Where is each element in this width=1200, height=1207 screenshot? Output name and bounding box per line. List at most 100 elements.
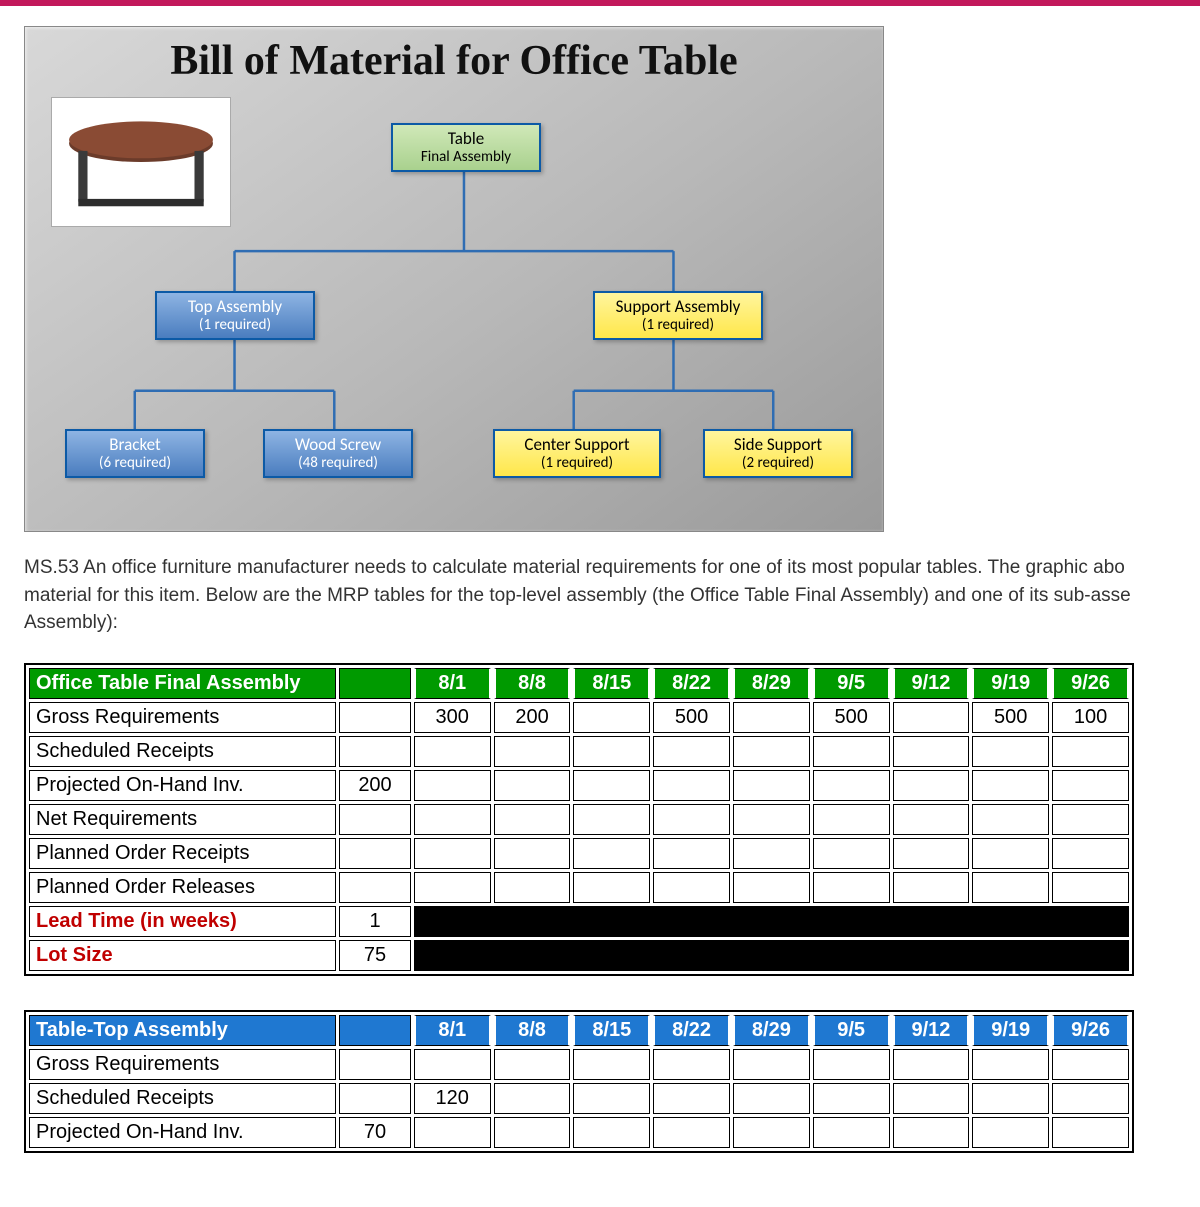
data-cell xyxy=(733,872,810,903)
table-row: Gross Requirements xyxy=(29,1049,1129,1080)
mrp-table-1: Office Table Final Assembly 8/18/88/158/… xyxy=(24,663,1134,976)
data-cell xyxy=(893,872,970,903)
data-cell xyxy=(733,770,810,801)
data-cell xyxy=(573,1083,650,1114)
mrp-table-2-wrap: Table-Top Assembly 8/18/88/158/228/299/5… xyxy=(24,1010,1176,1153)
mrp-table-1-wrap: Office Table Final Assembly 8/18/88/158/… xyxy=(24,663,1176,976)
data-cell: 100 xyxy=(1052,702,1129,733)
initial-value xyxy=(339,1083,411,1114)
data-cell xyxy=(1052,838,1129,869)
node-support-assembly: Support Assembly (1 required) xyxy=(593,291,763,340)
date-header: 8/29 xyxy=(733,1015,810,1046)
initial-value xyxy=(339,1049,411,1080)
data-cell: 300 xyxy=(414,702,491,733)
row-label: Planned Order Receipts xyxy=(29,838,336,869)
data-cell xyxy=(494,838,571,869)
data-cell xyxy=(1052,770,1129,801)
mrp-table-1-body: Gross Requirements300200500500500100Sche… xyxy=(29,702,1129,971)
black-cell xyxy=(414,906,1129,937)
initial-col-header xyxy=(339,668,411,699)
data-cell xyxy=(653,770,730,801)
node-label: Center Support xyxy=(524,434,629,455)
data-cell xyxy=(414,1049,491,1080)
date-header: 9/12 xyxy=(893,1015,970,1046)
data-cell xyxy=(573,736,650,767)
row-label: Gross Requirements xyxy=(29,1049,336,1080)
table-row: Lot Size75 xyxy=(29,940,1129,971)
data-cell xyxy=(573,804,650,835)
data-cell xyxy=(653,804,730,835)
node-label: Wood Screw xyxy=(295,434,381,455)
data-cell: 500 xyxy=(972,702,1049,733)
data-cell xyxy=(893,804,970,835)
data-cell xyxy=(1052,872,1129,903)
data-cell xyxy=(1052,1117,1129,1148)
data-cell xyxy=(972,804,1049,835)
table-row: Lead Time (in weeks)1 xyxy=(29,906,1129,937)
row-label: Lot Size xyxy=(29,940,336,971)
node-top-assembly: Top Assembly (1 required) xyxy=(155,291,315,340)
data-cell xyxy=(573,872,650,903)
initial-value xyxy=(339,702,411,733)
table-row: Scheduled Receipts120 xyxy=(29,1083,1129,1114)
date-header: 9/5 xyxy=(813,1015,890,1046)
data-cell xyxy=(733,838,810,869)
data-cell xyxy=(414,1117,491,1148)
black-cell xyxy=(414,940,1129,971)
node-sublabel: (1 required) xyxy=(501,455,653,472)
initial-value xyxy=(339,872,411,903)
data-cell xyxy=(1052,1083,1129,1114)
node-label: Top Assembly xyxy=(188,296,282,317)
initial-value: 1 xyxy=(339,906,411,937)
initial-value: 75 xyxy=(339,940,411,971)
table-row: Net Requirements xyxy=(29,804,1129,835)
data-cell xyxy=(972,1117,1049,1148)
date-header: 8/8 xyxy=(494,668,571,699)
problem-text: MS.53 An office furniture manufacturer n… xyxy=(24,554,1176,637)
data-cell xyxy=(813,1049,890,1080)
data-cell xyxy=(653,872,730,903)
date-header: 9/26 xyxy=(1052,1015,1129,1046)
node-sublabel: (48 required) xyxy=(271,455,405,472)
row-label: Projected On-Hand Inv. xyxy=(29,770,336,801)
data-cell xyxy=(494,1117,571,1148)
data-cell xyxy=(813,770,890,801)
data-cell xyxy=(653,1083,730,1114)
data-cell xyxy=(573,770,650,801)
page-content: Bill of Material for Office Table xyxy=(0,6,1200,1207)
date-header: 8/15 xyxy=(573,668,650,699)
table2-header: Table-Top Assembly xyxy=(29,1015,336,1046)
data-cell xyxy=(813,1117,890,1148)
data-cell xyxy=(573,1049,650,1080)
data-cell xyxy=(893,1083,970,1114)
node-sublabel: (1 required) xyxy=(163,317,307,334)
data-cell: 500 xyxy=(653,702,730,733)
data-cell xyxy=(494,736,571,767)
row-label: Net Requirements xyxy=(29,804,336,835)
table-row: Scheduled Receipts xyxy=(29,736,1129,767)
mrp-table-2-body: Gross RequirementsScheduled Receipts120P… xyxy=(29,1049,1129,1148)
table-row: Planned Order Releases xyxy=(29,872,1129,903)
data-cell xyxy=(653,838,730,869)
data-cell xyxy=(893,838,970,869)
mrp-table-1-head: Office Table Final Assembly 8/18/88/158/… xyxy=(29,668,1129,699)
data-cell xyxy=(653,1049,730,1080)
data-cell xyxy=(893,1049,970,1080)
data-cell xyxy=(1052,1049,1129,1080)
data-cell xyxy=(494,1083,571,1114)
data-cell xyxy=(653,736,730,767)
data-cell: 120 xyxy=(414,1083,491,1114)
node-bracket: Bracket (6 required) xyxy=(65,429,205,478)
row-label: Planned Order Releases xyxy=(29,872,336,903)
data-cell xyxy=(414,872,491,903)
data-cell xyxy=(813,1083,890,1114)
data-cell xyxy=(813,736,890,767)
date-header: 9/12 xyxy=(893,668,970,699)
date-header: 8/8 xyxy=(494,1015,571,1046)
initial-value xyxy=(339,736,411,767)
node-sublabel: (1 required) xyxy=(601,317,755,334)
data-cell: 200 xyxy=(494,702,571,733)
data-cell xyxy=(494,872,571,903)
data-cell xyxy=(972,872,1049,903)
data-cell xyxy=(494,804,571,835)
